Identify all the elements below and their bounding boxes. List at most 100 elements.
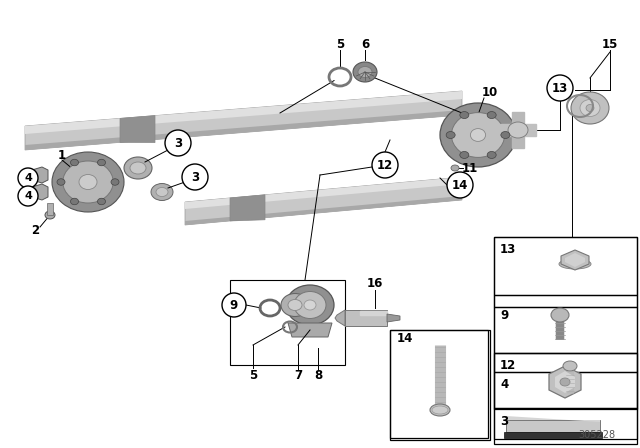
Polygon shape: [185, 177, 462, 225]
Ellipse shape: [358, 66, 372, 78]
Ellipse shape: [288, 300, 302, 310]
Polygon shape: [506, 416, 600, 422]
Polygon shape: [506, 420, 600, 432]
Ellipse shape: [156, 188, 168, 197]
Text: 8: 8: [314, 369, 322, 382]
Bar: [504, 432, 602, 438]
Text: 13: 13: [552, 82, 568, 95]
Text: 16: 16: [367, 276, 383, 289]
Text: 4: 4: [24, 191, 32, 201]
Text: 13: 13: [500, 242, 516, 255]
Ellipse shape: [451, 165, 459, 171]
Ellipse shape: [559, 259, 591, 269]
Ellipse shape: [124, 157, 152, 179]
Ellipse shape: [333, 72, 347, 82]
Polygon shape: [345, 310, 387, 326]
Ellipse shape: [63, 161, 113, 203]
Ellipse shape: [57, 179, 65, 185]
Text: 4: 4: [24, 173, 32, 183]
Text: 2: 2: [31, 224, 39, 237]
Ellipse shape: [586, 104, 594, 112]
Text: 14: 14: [397, 332, 413, 345]
Ellipse shape: [487, 112, 496, 119]
Ellipse shape: [130, 162, 146, 174]
Bar: [390, 330, 488, 438]
Circle shape: [222, 293, 246, 317]
Polygon shape: [335, 310, 345, 326]
Ellipse shape: [460, 151, 469, 159]
Ellipse shape: [446, 132, 455, 138]
Text: 9: 9: [500, 309, 508, 322]
Text: 14: 14: [452, 178, 468, 191]
Polygon shape: [360, 311, 387, 315]
Bar: [494, 295, 637, 353]
Bar: [494, 353, 637, 408]
Polygon shape: [555, 371, 575, 393]
Ellipse shape: [45, 211, 55, 219]
Text: 305228: 305228: [578, 430, 615, 440]
Ellipse shape: [451, 112, 504, 157]
Ellipse shape: [97, 159, 106, 166]
Circle shape: [182, 164, 208, 190]
Ellipse shape: [281, 293, 309, 316]
Ellipse shape: [286, 285, 334, 325]
Ellipse shape: [551, 308, 569, 322]
Text: 3: 3: [191, 171, 199, 184]
Polygon shape: [549, 366, 581, 398]
Ellipse shape: [470, 129, 486, 142]
Ellipse shape: [460, 112, 469, 119]
Ellipse shape: [151, 184, 173, 201]
Text: 12: 12: [500, 358, 516, 371]
Ellipse shape: [79, 175, 97, 190]
Text: 3: 3: [500, 414, 508, 427]
Polygon shape: [32, 184, 48, 200]
Text: 11: 11: [462, 161, 478, 175]
Polygon shape: [120, 116, 155, 142]
Bar: [390, 330, 490, 440]
Polygon shape: [561, 250, 589, 270]
Ellipse shape: [501, 132, 510, 138]
Text: 6: 6: [361, 38, 369, 51]
Polygon shape: [25, 110, 462, 150]
Polygon shape: [512, 112, 524, 148]
Polygon shape: [25, 91, 462, 134]
Bar: [494, 408, 637, 444]
Bar: [494, 372, 637, 439]
Ellipse shape: [571, 92, 609, 124]
Polygon shape: [25, 91, 462, 150]
Ellipse shape: [294, 292, 326, 319]
Circle shape: [447, 172, 473, 198]
Ellipse shape: [487, 151, 496, 159]
Ellipse shape: [560, 378, 570, 386]
Text: 12: 12: [377, 159, 393, 172]
Ellipse shape: [304, 300, 316, 310]
Polygon shape: [32, 167, 48, 183]
Polygon shape: [230, 195, 265, 221]
Ellipse shape: [70, 198, 79, 205]
Bar: [494, 307, 637, 372]
Polygon shape: [387, 314, 400, 322]
Text: 7: 7: [294, 369, 302, 382]
Polygon shape: [185, 196, 462, 225]
Text: 5: 5: [249, 369, 257, 382]
Text: 15: 15: [602, 38, 618, 51]
Ellipse shape: [353, 62, 377, 82]
Circle shape: [18, 168, 38, 188]
Text: 9: 9: [230, 298, 238, 311]
Polygon shape: [185, 177, 462, 209]
Ellipse shape: [440, 103, 516, 167]
Polygon shape: [500, 124, 536, 136]
Circle shape: [372, 152, 398, 178]
Polygon shape: [288, 323, 332, 337]
Bar: [47, 203, 53, 215]
Bar: [494, 237, 637, 307]
Ellipse shape: [580, 99, 600, 116]
Text: 4: 4: [500, 378, 508, 391]
Bar: [230, 280, 345, 365]
Text: 1: 1: [58, 148, 66, 161]
Bar: [494, 353, 637, 409]
Text: 3: 3: [174, 137, 182, 150]
Text: 10: 10: [482, 86, 498, 99]
Ellipse shape: [432, 406, 448, 414]
Polygon shape: [565, 253, 585, 267]
